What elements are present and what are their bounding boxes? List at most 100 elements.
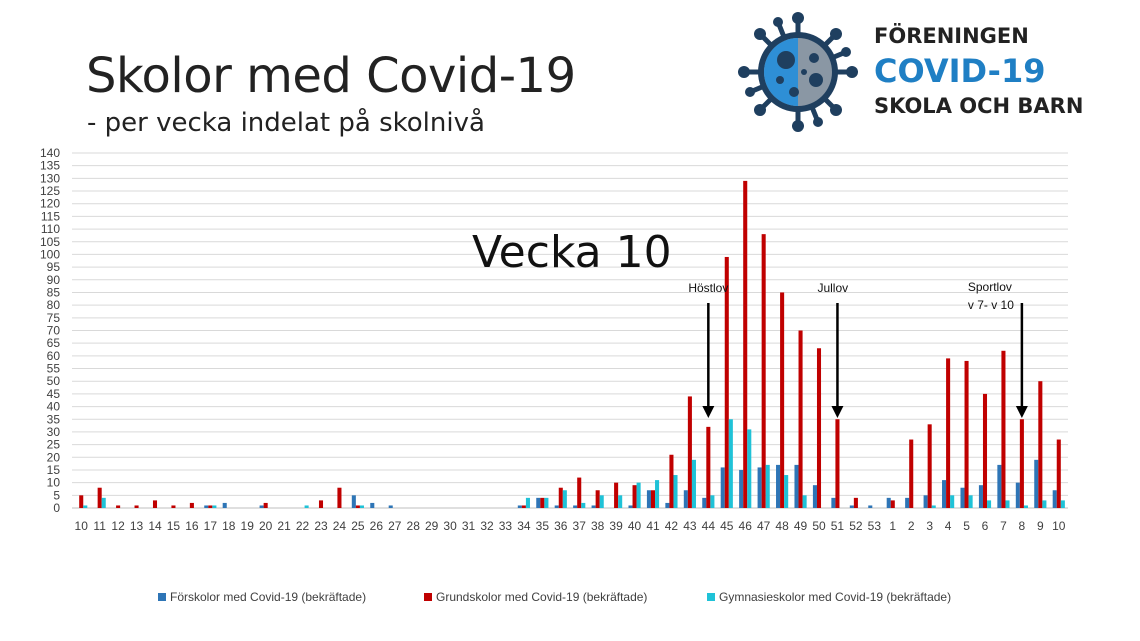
y-tick-label: 15 — [47, 463, 61, 477]
bar-series-1 — [905, 497, 910, 508]
bar-series-2 — [116, 505, 121, 508]
bar-series-3 — [673, 475, 678, 508]
bar-series-2 — [1056, 439, 1061, 508]
bar-series-1 — [757, 467, 762, 508]
bar-series-2 — [1038, 381, 1043, 508]
bar-series-1 — [942, 480, 947, 508]
y-tick-label: 100 — [40, 247, 60, 261]
bar-series-3 — [1023, 505, 1028, 508]
y-tick-label: 45 — [47, 387, 61, 401]
bar-series-3 — [765, 464, 770, 508]
bar-series-1 — [739, 469, 744, 508]
y-tick-label: 0 — [53, 501, 60, 515]
x-tick-label: 20 — [259, 519, 273, 533]
bar-series-1 — [259, 505, 264, 508]
bar-series-1 — [886, 497, 891, 508]
bar-series-3 — [581, 502, 586, 508]
bar-series-1 — [591, 505, 596, 508]
bar-series-3 — [562, 490, 567, 508]
y-tick-label: 125 — [40, 184, 60, 198]
y-tick-label: 20 — [47, 450, 61, 464]
bar-series-3 — [747, 429, 752, 508]
bar-series-2 — [853, 497, 858, 508]
x-tick-label: 43 — [683, 519, 697, 533]
bar-series-2 — [632, 485, 637, 508]
bar-series-3 — [83, 505, 88, 508]
x-tick-label: 49 — [794, 519, 808, 533]
y-tick-label: 50 — [47, 374, 61, 388]
x-tick-label: 25 — [351, 519, 365, 533]
x-tick-label: 47 — [757, 519, 771, 533]
x-tick-label: 15 — [167, 519, 181, 533]
logo-line3: SKOLA OCH BARN — [874, 94, 1084, 118]
x-tick-label: 48 — [775, 519, 789, 533]
x-tick-label: 10 — [1052, 519, 1066, 533]
annotation-arrowhead — [702, 406, 715, 418]
y-tick-label: 135 — [40, 159, 60, 173]
annotation-large-label: Vecka 10 — [472, 227, 672, 278]
bar-series-3 — [950, 495, 955, 508]
bar-series-2 — [816, 348, 822, 508]
y-tick-label: 10 — [47, 476, 61, 490]
bar-series-2 — [650, 490, 656, 508]
x-tick-label: 14 — [148, 519, 162, 533]
logo: FÖRENINGEN COVID-19 SKOLA OCH BARN — [734, 8, 1084, 136]
x-tick-label: 17 — [204, 519, 218, 533]
x-tick-label: 45 — [720, 519, 734, 533]
bar-series-2 — [134, 505, 139, 508]
bar-series-1 — [554, 505, 559, 508]
x-tick-label: 8 — [1019, 519, 1026, 533]
bar-series-3 — [101, 497, 106, 508]
bar-series-2 — [982, 393, 988, 508]
x-tick-label: 37 — [573, 519, 587, 533]
bar-series-2 — [540, 497, 545, 508]
annotation-arrowhead — [831, 406, 844, 418]
bar-series-1 — [997, 464, 1002, 508]
x-tick-label: 39 — [609, 519, 623, 533]
bar-series-2 — [355, 505, 360, 508]
bar-series-2 — [835, 419, 840, 508]
bar-series-1 — [868, 505, 873, 508]
annotation-arrowhead — [1015, 406, 1028, 418]
x-tick-label: 28 — [407, 519, 421, 533]
bar-series-2 — [706, 426, 711, 508]
x-tick-label: 9 — [1037, 519, 1044, 533]
bar-series-3 — [728, 419, 733, 508]
x-tick-label: 33 — [499, 519, 513, 533]
bar-series-1 — [812, 485, 817, 508]
x-tick-label: 2 — [908, 519, 915, 533]
x-tick-label: 27 — [388, 519, 402, 533]
bar-series-1 — [646, 490, 651, 508]
x-tick-label: 53 — [868, 519, 882, 533]
bar-series-3 — [636, 482, 641, 508]
bar-series-3 — [1060, 500, 1065, 508]
x-tick-label: 1 — [889, 519, 896, 533]
y-tick-label: 30 — [47, 425, 61, 439]
bar-series-1 — [628, 505, 633, 508]
y-tick-label: 55 — [47, 362, 61, 376]
bar-series-3 — [931, 505, 936, 508]
y-tick-label: 105 — [40, 235, 60, 249]
y-tick-label: 25 — [47, 438, 61, 452]
bar-series-3 — [359, 505, 364, 508]
x-tick-label: 19 — [241, 519, 255, 533]
x-tick-label: 50 — [812, 519, 826, 533]
x-tick-label: 34 — [517, 519, 531, 533]
bar-series-3 — [525, 497, 530, 508]
x-tick-label: 24 — [333, 519, 347, 533]
bar-series-2 — [152, 500, 158, 508]
bar-series-1 — [665, 502, 670, 508]
y-tick-label: 75 — [47, 311, 61, 325]
x-tick-label: 3 — [926, 519, 933, 533]
x-tick-label: 16 — [185, 519, 199, 533]
virus-icon — [738, 12, 858, 132]
y-tick-label: 60 — [47, 349, 61, 363]
y-tick-label: 65 — [47, 336, 61, 350]
x-tick-label: 12 — [111, 519, 125, 533]
x-tick-label: 6 — [982, 519, 989, 533]
bar-series-1 — [1052, 490, 1057, 508]
y-tick-label: 140 — [40, 146, 60, 160]
y-tick-label: 80 — [47, 298, 61, 312]
bar-series-2 — [1019, 419, 1024, 508]
x-tick-label: 10 — [75, 519, 89, 533]
